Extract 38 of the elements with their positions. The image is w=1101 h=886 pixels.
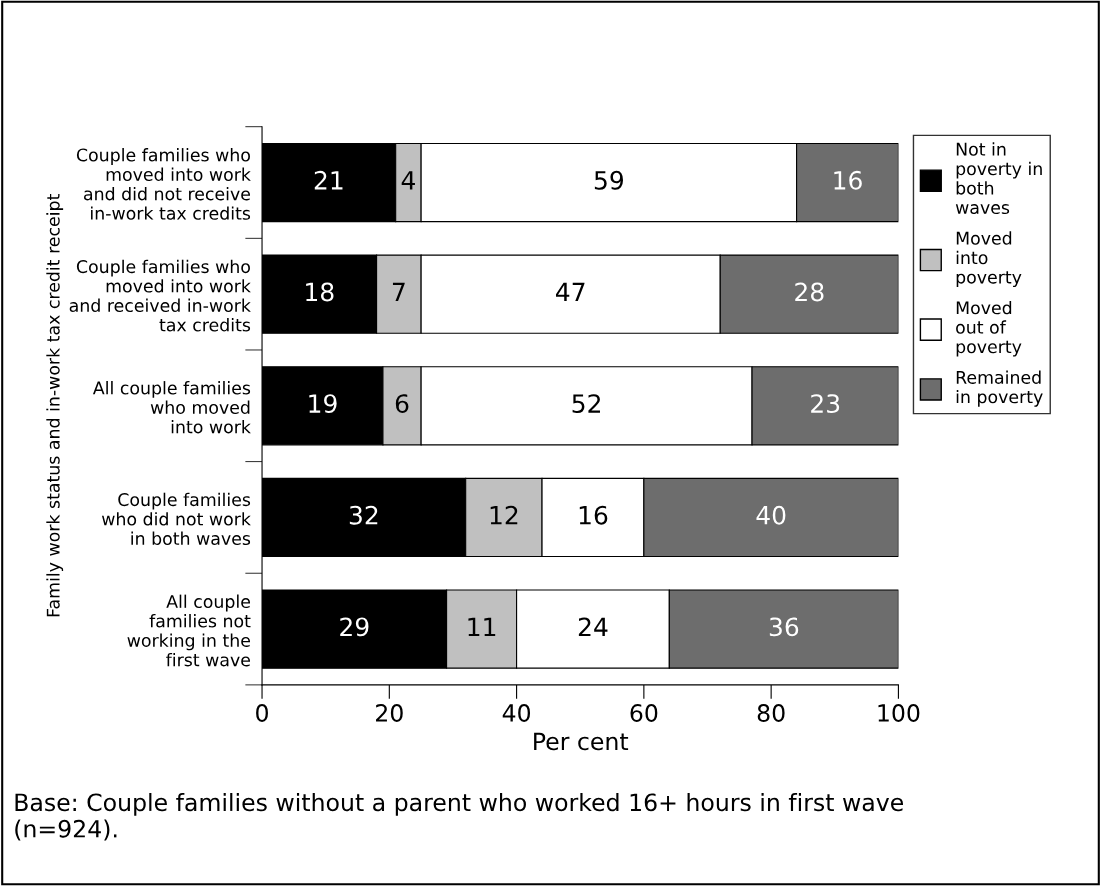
x-tick-label: 0: [256, 704, 268, 722]
data-label: 59: [594, 170, 624, 190]
y-tick-label: All couple families not working in the first wave: [127, 594, 251, 667]
data-label: 24: [578, 617, 608, 636]
data-label: 4: [401, 171, 415, 190]
data-label: 11: [468, 617, 496, 636]
text: Base: Couple families without a parent who worked 16+ hours in first wave (n=924).: [15, 792, 904, 841]
data-label: 19: [309, 394, 337, 414]
legend-label: Not in poverty in both waves: [955, 142, 1042, 215]
y-tick-label: Couple families who moved into work and did not receive in-work tax credits: [76, 148, 251, 220]
data-label: 32: [349, 505, 378, 525]
legend-label: Remained in poverty: [956, 370, 1043, 407]
data-label: 16: [579, 505, 608, 525]
data-label: 40: [756, 505, 786, 525]
x-tick-label: 80: [757, 704, 785, 722]
x-tick-label: 100: [878, 704, 920, 722]
legend-label: Moved into poverty: [956, 231, 1022, 288]
data-label: 23: [811, 394, 840, 414]
data-label: 28: [795, 282, 824, 302]
x-tick-label: 40: [502, 704, 531, 722]
data-label: 16: [834, 170, 862, 190]
data-label: 47: [556, 282, 585, 302]
x-axis-title: Per cent: [534, 732, 629, 751]
data-label: 18: [306, 282, 334, 302]
data-label: 52: [572, 394, 600, 414]
data-label: 6: [395, 394, 409, 414]
data-label: 21: [314, 170, 343, 190]
y-tick-label: All couple families who moved into work: [92, 381, 251, 434]
y-axis-title: Family work status and in-work tax credit receipt: [46, 194, 64, 617]
legend-label: Moved out of poverty: [956, 300, 1022, 357]
data-label: 7: [392, 282, 405, 302]
data-label: 29: [340, 617, 369, 637]
x-tick-label: 60: [630, 704, 658, 722]
y-tick-label: Couple families who moved into work and received in-work tax credits: [69, 259, 251, 332]
data-label: 12: [490, 505, 518, 525]
x-tick-label: 20: [376, 704, 403, 722]
y-tick-label: Couple families who did not work in both waves: [101, 492, 251, 546]
data-label: 36: [769, 617, 799, 637]
